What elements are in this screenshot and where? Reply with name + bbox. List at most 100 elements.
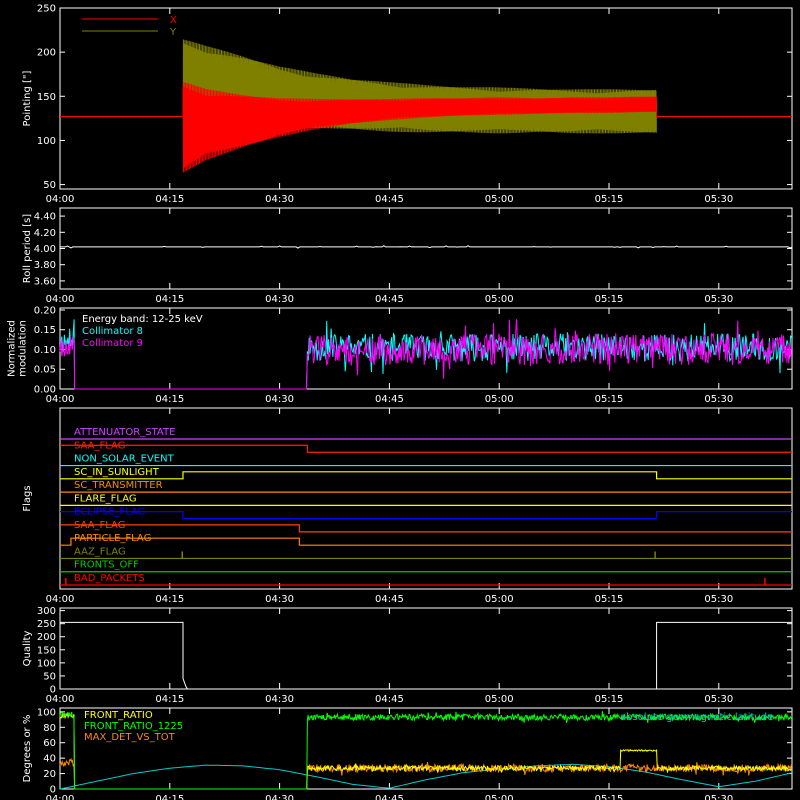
x-tick-label: 04:00	[46, 694, 75, 705]
x-tick-label: 04:45	[375, 594, 404, 605]
y-tick-label: 150	[37, 92, 56, 103]
y-tick-label: 0	[50, 785, 56, 796]
legend-label-front-ratio-1225: FRONT_RATIO_1225	[84, 721, 183, 732]
y-tick-label: 100	[37, 707, 56, 718]
legend-label-max-det-vs-tot: MAX_DET_VS_TOT	[84, 732, 176, 743]
y-axis-label: Degrees or %	[22, 715, 33, 783]
panel-frame	[59, 7, 793, 190]
x-tick-label: 04:45	[375, 394, 404, 405]
y-axis-label: modulation	[18, 320, 29, 377]
x-tick-label: 04:15	[155, 394, 184, 405]
y-axis-label: Roll period [s]	[22, 214, 33, 283]
flag-label: BAD_PACKETS	[74, 573, 145, 584]
flag-label: PARTICLE_FLAG	[74, 533, 151, 544]
flag-label: ATTENUATOR_STATE	[74, 427, 175, 438]
series-x	[60, 82, 792, 173]
panel-0: 04:00 04:15 04:30 04:45 05:00 05:15 05:30 50 100…	[22, 4, 793, 205]
x-tick-label: 04:30	[265, 694, 294, 705]
x-tick-label: 05:00	[485, 694, 514, 705]
y-tick-label: 250	[37, 4, 56, 15]
flag-label: SAA_FLAG	[74, 520, 125, 531]
series-quality	[60, 621, 792, 690]
flag-label: FLARE_FLAG	[74, 493, 137, 504]
x-tick-label: 05:30	[704, 594, 733, 605]
y-tick-label: 300	[37, 606, 56, 617]
y-tick-label: 3.80	[34, 260, 56, 271]
x-tick-label: 05:15	[595, 294, 624, 305]
panel-3: 04:00 04:15 04:30 04:45 05:00 05:15 05:30 Flags…	[22, 407, 793, 605]
x-tick-label: 04:30	[265, 394, 294, 405]
x-tick-label: 04:15	[155, 194, 184, 205]
legend-label-y: Y	[169, 27, 177, 38]
flag-line-sc-in-sunlight	[60, 471, 792, 480]
x-tick-label: 04:15	[155, 594, 184, 605]
y-tick-label: 0.00	[34, 385, 56, 396]
flag-label: SC_TRANSMITTER	[74, 480, 163, 491]
x-tick-label: 05:15	[595, 594, 624, 605]
y-tick-label: 0.20	[34, 305, 56, 316]
legend-label-front-ratio: FRONT_RATIO	[84, 710, 153, 721]
flag-label: AAZ_FLAG	[74, 546, 126, 557]
x-tick-label: 04:30	[265, 194, 294, 205]
y-tick-label: 0.05	[34, 365, 56, 376]
flag-label: SC_IN_SUNLIGHT	[74, 467, 160, 478]
y-tick-label: 200	[37, 632, 56, 643]
y-axis-label: Normalized	[7, 320, 18, 377]
y-tick-label: 0	[50, 685, 56, 696]
y-tick-label: 40	[43, 754, 56, 765]
x-tick-label: 05:00	[485, 394, 514, 405]
y-tick-label: 20	[43, 769, 56, 780]
y-tick-label: 4.40	[34, 212, 56, 223]
x-tick-label: 04:15	[155, 694, 184, 705]
x-tick-label: 04:00	[46, 594, 75, 605]
flag-label: FRONTS_OFF	[74, 560, 139, 571]
x-tick-label: 04:00	[46, 194, 75, 205]
panel-4: 04:00 04:15 04:30 04:45 05:00 05:15 05:30 0 50 10…	[22, 606, 793, 705]
y-axis-label: Pointing ["]	[22, 70, 33, 126]
x-tick-label: 05:30	[704, 694, 733, 705]
series-roll-period	[60, 245, 793, 249]
y-tick-label: 0.15	[34, 325, 56, 336]
legend-label-geomagnetic-latitude: absolute geomagnetic latitude	[620, 712, 773, 723]
x-tick-label: 04:00	[46, 794, 75, 800]
series-collimator-9	[59, 319, 792, 390]
x-tick-label: 05:30	[704, 394, 733, 405]
x-tick-label: 04:45	[375, 794, 404, 800]
y-tick-label: 4.00	[34, 244, 56, 255]
x-tick-label: 04:30	[265, 594, 294, 605]
flag-line-eclipse-flag	[60, 511, 792, 520]
x-tick-label: 05:15	[595, 794, 624, 800]
y-tick-label: 100	[37, 136, 56, 147]
y-axis-label: Flags	[22, 485, 33, 511]
x-tick-label: 05:00	[485, 594, 514, 605]
flag-line-saa-flag	[60, 444, 792, 453]
x-tick-label: 05:15	[595, 694, 624, 705]
x-tick-label: 04:30	[265, 294, 294, 305]
y-tick-label: 4.20	[34, 228, 56, 239]
y-tick-label: 0.10	[34, 345, 56, 356]
y-tick-label: 50	[43, 180, 56, 191]
series-front-ratio-1225	[59, 711, 793, 790]
y-tick-label: 150	[37, 645, 56, 656]
x-tick-label: 04:45	[375, 694, 404, 705]
x-tick-label: 05:15	[595, 194, 624, 205]
x-tick-label: 04:45	[375, 294, 404, 305]
panel-2: 04:00 04:15 04:30 04:45 05:00 05:15 05:30 0.00 0…	[7, 305, 793, 405]
y-tick-label: 50	[43, 671, 56, 682]
energy-band-annotation: Energy band: 12-25 keV	[82, 314, 203, 325]
legend-label-collimator-9: Collimator 9	[82, 338, 143, 349]
y-tick-label: 200	[37, 48, 56, 59]
y-tick-label: 250	[37, 619, 56, 630]
x-tick-label: 04:00	[46, 394, 75, 405]
legend-label-collimator-8: Collimator 8	[82, 326, 143, 337]
x-tick-label: 04:15	[155, 794, 184, 800]
flag-line-particle-flag	[60, 537, 792, 546]
x-tick-label: 05:30	[704, 794, 733, 800]
flag-line-saa-flag	[60, 524, 792, 533]
panel-1: 04:00 04:15 04:30 04:45 05:00 05:15 05:30 3.60 3…	[22, 207, 793, 305]
x-tick-label: 05:30	[704, 294, 733, 305]
x-tick-label: 05:00	[485, 194, 514, 205]
x-tick-label: 04:30	[265, 794, 294, 800]
flag-label: ECLIPSE_FLAG	[74, 507, 145, 518]
